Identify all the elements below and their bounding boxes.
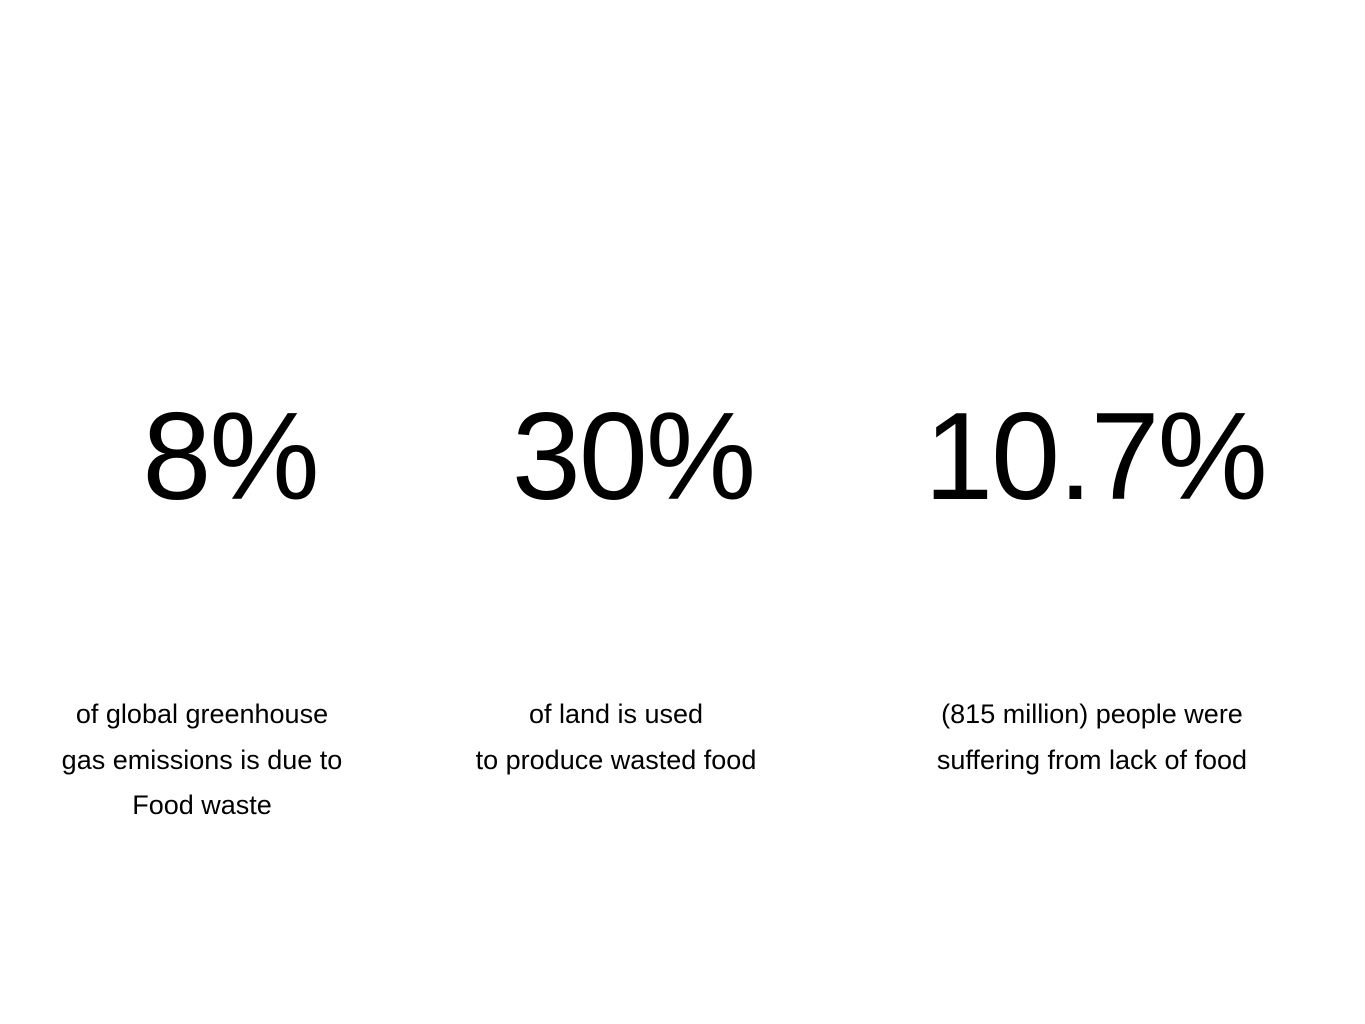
stat-caption-land: of land is used to produce wasted food (436, 692, 796, 783)
caption-line: suffering from lack of food (936, 744, 1248, 775)
caption-line: (815 million) people were (941, 699, 1243, 729)
caption-line: of global greenhouse (75, 699, 329, 729)
caption-line: gas emissions is due to (61, 744, 343, 775)
caption-line: to produce wasted food (475, 744, 757, 775)
stat-caption-emissions: of global greenhouse gas emissions is du… (32, 692, 372, 829)
caption-line: Food waste (132, 790, 272, 820)
stat-value-hunger: 10.7% (924, 388, 1268, 526)
stat-value-land: 30% (511, 388, 756, 526)
stat-caption-hunger: (815 million) people were suffering from… (897, 692, 1287, 783)
stat-value-emissions: 8% (142, 388, 319, 526)
caption-line: of land is used (528, 699, 704, 729)
